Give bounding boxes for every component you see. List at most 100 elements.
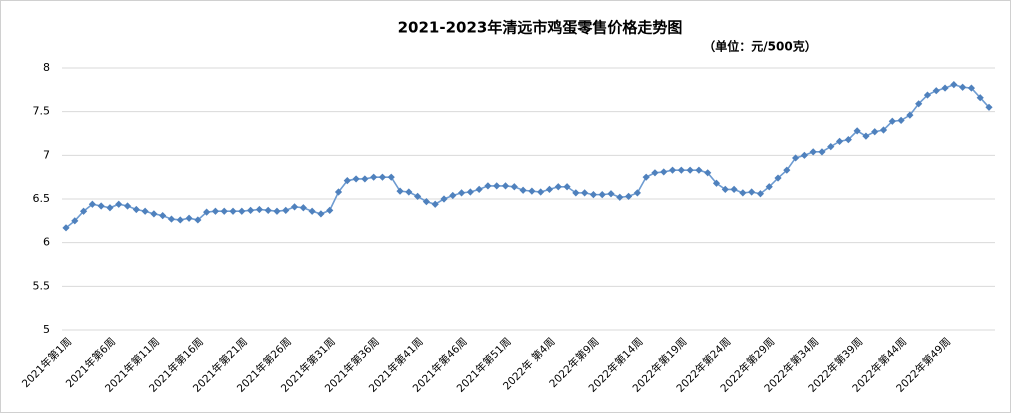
marker bbox=[888, 117, 896, 125]
marker bbox=[62, 224, 70, 232]
y-tick-label: 5 bbox=[43, 323, 50, 336]
marker bbox=[370, 173, 378, 181]
marker bbox=[633, 189, 641, 197]
marker bbox=[783, 166, 791, 174]
marker bbox=[501, 182, 510, 190]
marker bbox=[387, 173, 395, 181]
marker bbox=[308, 207, 316, 215]
marker bbox=[466, 188, 474, 196]
marker bbox=[985, 103, 993, 111]
marker bbox=[194, 216, 202, 224]
y-tick-label: 8 bbox=[43, 61, 50, 74]
marker bbox=[862, 132, 870, 140]
marker bbox=[792, 154, 800, 162]
marker bbox=[440, 195, 448, 203]
y-tick-label: 7.5 bbox=[33, 105, 51, 118]
marker bbox=[343, 177, 351, 185]
y-tick-label: 6.5 bbox=[33, 192, 51, 205]
marker bbox=[150, 210, 158, 218]
marker bbox=[967, 84, 976, 92]
marker bbox=[651, 169, 659, 177]
marker bbox=[159, 211, 167, 220]
marker bbox=[361, 175, 369, 183]
marker bbox=[721, 185, 729, 193]
marker bbox=[132, 205, 140, 214]
marker bbox=[255, 205, 263, 214]
y-tick-label: 6 bbox=[43, 236, 50, 249]
marker bbox=[844, 136, 852, 144]
marker bbox=[88, 200, 96, 208]
marker bbox=[185, 214, 193, 222]
marker bbox=[932, 87, 940, 95]
y-tick-label: 7 bbox=[43, 148, 50, 161]
marker bbox=[264, 206, 272, 214]
marker bbox=[941, 84, 949, 92]
marker bbox=[686, 166, 694, 174]
marker bbox=[97, 202, 105, 210]
marker bbox=[299, 204, 307, 212]
marker bbox=[607, 190, 615, 198]
marker bbox=[642, 173, 650, 181]
marker bbox=[317, 210, 325, 218]
marker bbox=[879, 126, 888, 134]
marker bbox=[950, 80, 958, 89]
marker bbox=[624, 192, 633, 200]
marker bbox=[537, 188, 545, 196]
marker bbox=[976, 94, 984, 102]
marker bbox=[853, 127, 861, 135]
marker bbox=[528, 187, 536, 195]
marker bbox=[827, 143, 835, 151]
marker bbox=[457, 189, 466, 197]
marker bbox=[704, 169, 712, 177]
line bbox=[65, 83, 990, 229]
marker bbox=[677, 166, 685, 174]
marker bbox=[897, 116, 905, 124]
y-tick-label: 5.5 bbox=[33, 279, 51, 292]
marker bbox=[959, 83, 967, 91]
marker bbox=[229, 207, 237, 215]
marker bbox=[211, 207, 220, 215]
marker bbox=[906, 111, 914, 119]
marker bbox=[326, 206, 334, 214]
marker bbox=[598, 191, 606, 199]
marker bbox=[141, 207, 149, 215]
marker bbox=[756, 190, 765, 198]
marker bbox=[809, 148, 817, 156]
marker bbox=[282, 206, 290, 214]
marker bbox=[449, 191, 457, 200]
marker bbox=[220, 207, 228, 215]
marker bbox=[572, 189, 580, 197]
marker bbox=[748, 188, 756, 196]
marker bbox=[79, 207, 88, 215]
marker bbox=[730, 185, 738, 193]
marker bbox=[774, 174, 782, 182]
marker bbox=[238, 207, 246, 215]
marker bbox=[581, 189, 589, 197]
marker bbox=[203, 208, 211, 216]
marker bbox=[290, 203, 299, 211]
marker bbox=[247, 206, 255, 214]
marker bbox=[712, 179, 721, 187]
marker bbox=[616, 193, 624, 201]
marker bbox=[800, 151, 808, 159]
marker bbox=[668, 166, 677, 174]
marker bbox=[405, 188, 413, 196]
chart-title: 2021-2023年清远市鸡蛋零售价格走势图 bbox=[398, 19, 683, 37]
marker bbox=[334, 188, 343, 196]
marker bbox=[422, 198, 431, 206]
marker bbox=[378, 173, 387, 181]
marker bbox=[554, 183, 562, 191]
marker bbox=[414, 192, 422, 200]
marker bbox=[923, 91, 932, 99]
marker bbox=[765, 183, 773, 191]
marker bbox=[106, 204, 114, 212]
marker bbox=[563, 183, 571, 191]
marker bbox=[176, 216, 184, 224]
marker bbox=[818, 148, 826, 156]
marker bbox=[660, 168, 668, 176]
marker bbox=[123, 202, 132, 210]
marker bbox=[484, 182, 492, 190]
marker bbox=[396, 187, 404, 195]
